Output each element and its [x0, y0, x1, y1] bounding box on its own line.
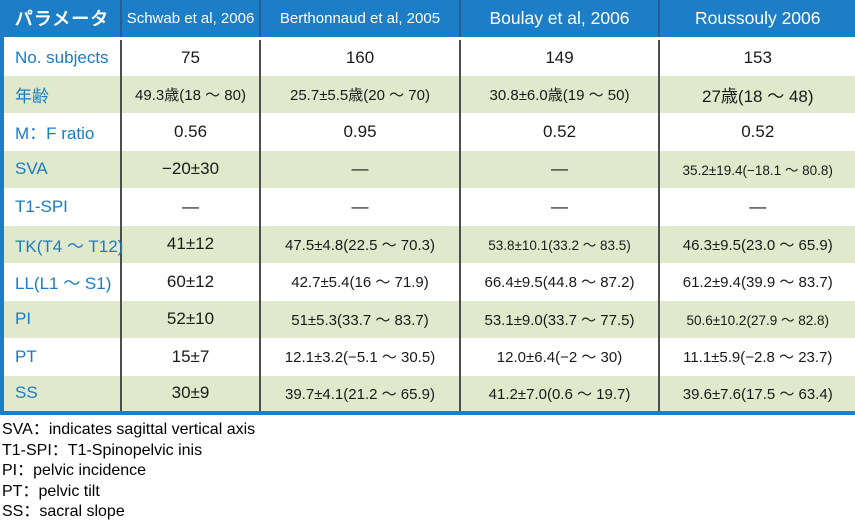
- table-row: PI 52±10 51±5.3(33.7 ～ 83.7) 53.1±9.0(33.7 …: [2, 300, 855, 338]
- table-row: TK(T4 ～ T12) 41±12 47.5±4.8(22.5 ～ 70.3) 53…: [2, 225, 855, 263]
- table-row: M：F ratio 0.56 0.95 0.52 0.52: [2, 113, 855, 151]
- data-cell: 50.6±10.2(27.9 ～ 82.8): [686, 313, 829, 329]
- data-cell: 35.2±19.4(−18.1 ～ 80.8): [682, 163, 833, 179]
- data-cell: —: [121, 188, 261, 226]
- footnote-line: PI：pelvic incidence: [2, 462, 147, 479]
- footnote-line: PT：pelvic tilt: [2, 482, 100, 500]
- row-label: SVA: [2, 150, 122, 188]
- data-cell: 41±12: [121, 225, 261, 263]
- row-label: TK(T4 ～ T12): [2, 225, 123, 263]
- data-cell: 27歳(18 ～ 48): [702, 86, 814, 106]
- header-row: パラメータ Schwab et al, 2006 Berthonnaud et al…: [2, 0, 855, 40]
- column-header-2: Berthonnaud et al, 2005: [260, 0, 461, 40]
- data-cell: 60±12: [121, 263, 261, 301]
- data-cell: 66.4±9.5(44.8 ～ 87.2): [460, 263, 660, 301]
- column-header-0: パラメータ: [2, 0, 122, 40]
- footnote-line: SVA：indicates sagittal vertical axis: [2, 421, 256, 438]
- data-cell: —: [260, 150, 461, 188]
- data-cell: —: [460, 188, 660, 226]
- footnote-line: T1-SPI：T1-Spinopelvic inis: [2, 441, 203, 459]
- data-cell: 0.56: [121, 113, 261, 151]
- spinopelvic-parameters-table: パラメータ Schwab et al, 2006 Berthonnaud et al…: [0, 0, 855, 415]
- data-cell: 15±7: [121, 338, 261, 376]
- footnotes: SVA：indicates sagittal vertical axis T1-S…: [0, 420, 855, 523]
- data-cell: 42.7±5.4(16 ～ 71.9): [260, 263, 461, 301]
- data-cell: 39.6±7.6(17.5 ～ 63.4): [682, 385, 833, 403]
- row-label: No. subjects: [2, 38, 122, 76]
- table-row: LL(L1 ～ S1) 60±12 42.7±5.4(16 ～ 71.9) 66.4±…: [2, 263, 855, 301]
- table-row: No. subjects 75 160 149 153: [2, 38, 855, 76]
- table-body: No. subjects 75 160 149 153 年齢 49.3歳(18 ～ 80) 2…: [2, 38, 855, 413]
- data-cell: 25.7±5.5歳(20 ～ 70): [260, 75, 461, 113]
- data-cell: 12.1±3.2(−5.1 ～ 30.5): [260, 338, 461, 376]
- column-header-3: Boulay et al, 2006: [460, 0, 660, 40]
- data-cell: 30.8±6.0歳(19 ～ 50): [460, 75, 660, 113]
- row-label: T1-SPI: [2, 188, 122, 226]
- row-label: PT: [2, 338, 122, 376]
- row-label: PI: [2, 300, 122, 338]
- data-cell: 61.2±9.4(39.9 ～ 83.7): [682, 274, 833, 292]
- data-cell: 49.3歳(18 ～ 80): [121, 75, 261, 113]
- data-cell: 160: [260, 38, 461, 76]
- table-row: SS 30±9 39.7±4.1(21.2 ～ 65.9) 41.2±7.0(0.6 …: [2, 375, 855, 413]
- table-row: SVA −20±30— —35.2±19.4(−18.1 ～ 80.8): [2, 150, 855, 188]
- data-cell: 47.5±4.8(22.5 ～ 70.3): [260, 225, 461, 263]
- data-cell: 11.1±5.9(−2.8 ～ 23.7): [683, 349, 833, 367]
- column-header-1: Schwab et al, 2006: [121, 0, 261, 40]
- data-cell: 12.0±6.4(−2 ～ 30): [460, 338, 660, 376]
- data-cell: 0.52: [460, 113, 660, 151]
- data-cell: −20±30: [121, 150, 261, 188]
- data-cell: 153: [743, 47, 772, 67]
- data-cell: —: [749, 196, 767, 216]
- data-cell: 39.7±4.1(21.2 ～ 65.9): [260, 375, 461, 413]
- table-row: PT 15±7 12.1±3.2(−5.1 ～ 30.5) 12.0±6.4(−2 ～…: [2, 338, 855, 376]
- data-cell: 30±9: [121, 375, 261, 413]
- row-label: SS: [2, 375, 122, 413]
- data-cell: 51±5.3(33.7 ～ 83.7): [260, 300, 461, 338]
- row-label: LL(L1 ～ S1): [2, 263, 122, 301]
- data-cell: 0.52: [741, 121, 775, 141]
- data-cell: 75: [121, 38, 261, 76]
- data-cell: 46.3±9.5(23.0 ～ 65.9): [682, 236, 833, 254]
- footnote-line: SS：sacral slope: [2, 503, 125, 520]
- row-label: 年齢: [2, 75, 122, 113]
- data-cell: 41.2±7.0(0.6 ～ 19.7): [460, 375, 660, 413]
- data-cell: 0.95: [260, 113, 461, 151]
- data-cell: —: [260, 188, 461, 226]
- data-cell: —: [460, 150, 660, 188]
- data-cell: 53.8±10.1(33.2 ～ 83.5): [460, 225, 660, 263]
- table-row: 年齢 49.3歳(18 ～ 80) 25.7±5.5歳(20 ～ 70) 30.8±6…: [2, 75, 855, 113]
- table-row: T1-SPI — — — —: [2, 188, 855, 226]
- column-header-4: Roussouly 2006: [659, 0, 855, 40]
- data-cell: 149: [460, 38, 660, 76]
- data-cell: 52±10: [121, 300, 261, 338]
- data-cell: 53.1±9.0(33.7 ～ 77.5): [460, 300, 660, 338]
- row-label: M：F ratio: [2, 113, 122, 151]
